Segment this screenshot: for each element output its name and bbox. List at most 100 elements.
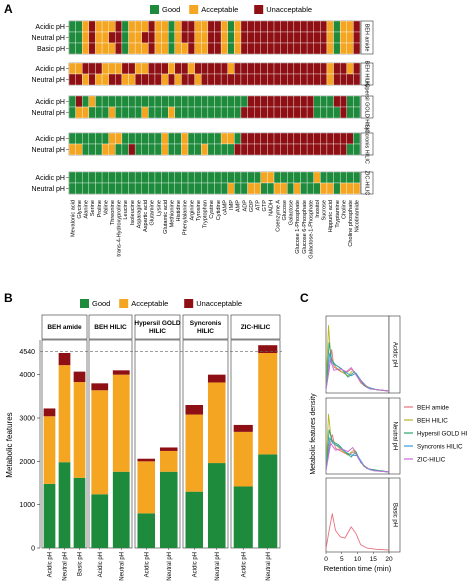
heatmap-cell — [260, 95, 268, 108]
heatmap-cell — [187, 73, 195, 86]
heatmap-cell — [234, 31, 242, 44]
heatmap-cell — [220, 20, 228, 33]
heatmap-row-label: Neutral pH — [32, 110, 65, 117]
heatmap-cell — [134, 95, 142, 108]
heatmap-cell — [260, 106, 268, 119]
heatmap-cell — [326, 171, 334, 184]
heatmap-cell — [254, 73, 261, 86]
heatmap-cell — [240, 132, 248, 145]
bar-segment-acceptable — [73, 382, 86, 478]
heatmap-cell — [154, 20, 162, 33]
heatmap-cell — [181, 42, 189, 55]
heatmap-cell — [194, 143, 202, 156]
heatmap-cell — [267, 132, 275, 145]
bar-facet-label-zic-hilic: ZIC-HILIC — [241, 324, 271, 331]
heatmap-cell — [88, 182, 96, 195]
heatmap-cell — [353, 73, 361, 86]
heatmap-cell — [174, 143, 182, 156]
heatmap-cell — [68, 20, 76, 33]
heatmap-cell — [121, 182, 129, 195]
heatmap-cell — [115, 73, 123, 86]
heatmap-facet-label-beh-hilic: BEH HILIC — [364, 61, 370, 88]
heatmap-cell — [201, 62, 209, 75]
heatmap-cell — [346, 73, 354, 86]
heatmap-cell — [194, 106, 202, 119]
heatmap-column-label: Glycine — [77, 200, 83, 219]
heatmap-cell — [82, 62, 90, 75]
heatmap-cell — [267, 31, 275, 44]
heatmap-cell — [280, 42, 288, 55]
heatmap-cell — [115, 62, 123, 75]
heatmap-cell — [134, 182, 142, 195]
heatmap-cell — [287, 132, 295, 145]
heatmap-cell — [75, 31, 83, 44]
x-tick-label: Acidic pH — [192, 552, 198, 577]
heatmap-cell — [247, 62, 255, 75]
heatmap-column-label: Glutamic acid — [163, 200, 169, 234]
heatmap-cell — [293, 132, 301, 145]
heatmap-cell — [82, 95, 90, 108]
heatmap-cell — [300, 171, 308, 184]
heatmap-cell — [313, 143, 321, 156]
heatmap-cell — [320, 182, 328, 195]
heatmap-column-label: Threonine — [110, 200, 116, 225]
heatmap-cell — [154, 62, 162, 75]
heatmap-cell — [306, 31, 314, 44]
heatmap-cell — [108, 132, 116, 145]
heatmap-cell — [201, 31, 209, 44]
heatmap-cell — [68, 143, 76, 156]
heatmap-cell — [306, 62, 314, 75]
heatmap-cell — [227, 31, 235, 44]
legend-a: Good Acceptable Unacceptable — [150, 5, 312, 14]
heatmap-cell — [320, 171, 328, 184]
heatmap-cell — [234, 42, 242, 55]
heatmap-column-label: Galactose-1-Phosphate — [308, 200, 314, 259]
heatmap-cell — [280, 143, 288, 156]
heatmap-cell — [214, 132, 222, 145]
heatmap-cell — [320, 73, 328, 86]
heatmap-cell — [108, 42, 116, 55]
bar-segment-acceptable — [58, 365, 71, 463]
bar-facet-strip — [182, 314, 229, 340]
heatmap-cell — [234, 182, 242, 195]
heatmap-row-label: Basic pH — [37, 46, 65, 53]
heatmap-cell — [88, 31, 96, 44]
x-tick-label: Acidic pH — [48, 552, 54, 577]
heatmap-cell — [82, 31, 90, 44]
heatmap-column-label: Glucose 1-Phosphate — [295, 200, 301, 254]
heatmap-column-label: NADH — [269, 200, 275, 216]
heatmap-column-label: Hippuric acid — [328, 200, 334, 232]
heatmap-cell — [161, 182, 169, 195]
heatmap-cell — [247, 42, 255, 55]
heatmap-cell — [313, 31, 321, 44]
heatmap-cell — [194, 171, 202, 184]
heatmap-cell — [214, 62, 222, 75]
heatmap-cell — [234, 62, 242, 75]
legend-label-zic-hilic: ZIC-HILIC — [417, 457, 446, 464]
heatmap-cell — [82, 143, 90, 156]
heatmap-cell — [293, 73, 301, 86]
heatmap-cell — [101, 95, 109, 108]
heatmap-cell — [214, 106, 222, 119]
bar-segment-unacceptable — [258, 345, 278, 353]
heatmap-cell — [174, 182, 182, 195]
y-tick-label: 4000 — [19, 372, 35, 379]
heatmap-cell — [346, 20, 354, 33]
density-line-zic-hilic — [325, 359, 390, 392]
heatmap-cell — [280, 62, 288, 75]
heatmap-cell — [339, 42, 347, 55]
heatmap-cell — [234, 132, 242, 145]
heatmap-column-label: Asparagine — [136, 200, 142, 228]
heatmap-cell — [300, 95, 308, 108]
heatmap-cell — [227, 143, 235, 156]
heatmap-cell — [339, 31, 347, 44]
heatmap-cell — [108, 31, 116, 44]
legend-b: Good Acceptable Unacceptable — [80, 299, 242, 308]
heatmap-cell — [353, 62, 361, 75]
heatmap-cell — [247, 73, 255, 86]
heatmap-cell — [141, 95, 149, 108]
heatmap-cell — [300, 73, 308, 86]
heatmap-column-label: Glucose 6-Phosphate — [302, 200, 308, 254]
heatmap-row-label: Neutral pH — [32, 77, 65, 84]
heatmap-cell — [273, 73, 281, 86]
